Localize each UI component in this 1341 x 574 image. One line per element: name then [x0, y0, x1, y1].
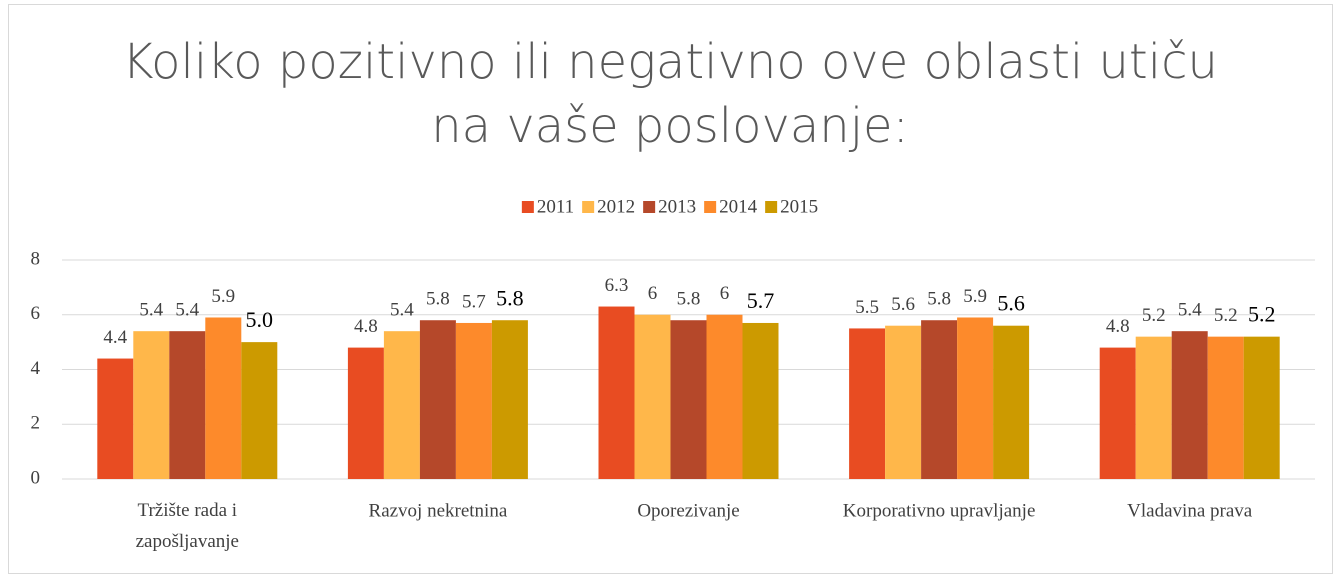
data-label: 5.9 [963, 286, 987, 307]
data-label: 5.6 [891, 294, 915, 315]
bar [205, 317, 242, 479]
x-tick-label: Vladavina prava [1127, 500, 1253, 521]
data-label: 5.0 [246, 307, 274, 332]
bar [419, 320, 456, 479]
data-label: 4.8 [354, 316, 378, 337]
legend: 2011 2012 2013 2014 2015 [521, 196, 818, 217]
bar [383, 331, 420, 479]
data-label: 5.7 [747, 288, 775, 313]
bar [993, 325, 1030, 479]
bar [742, 322, 779, 479]
bar [634, 314, 671, 479]
data-label: 5.2 [1142, 305, 1166, 326]
bar [491, 320, 528, 479]
legend-label: 2014 [719, 196, 758, 217]
legend-swatch [521, 201, 534, 213]
data-label: 5.5 [855, 297, 879, 318]
legend-swatch [643, 201, 656, 213]
bar [1207, 336, 1244, 479]
y-tick-label: 6 [31, 303, 41, 324]
data-label: 4.8 [1106, 316, 1130, 337]
y-tick-label: 4 [31, 358, 41, 379]
data-label: 5.4 [1178, 300, 1202, 321]
bar [97, 358, 134, 479]
data-label: 4.4 [103, 327, 127, 348]
bar [849, 328, 886, 479]
data-label: 6 [720, 283, 730, 304]
data-label: 5.9 [211, 286, 235, 307]
bar [133, 331, 170, 479]
data-label: 5.7 [462, 291, 486, 312]
legend-label: 2012 [597, 196, 635, 217]
data-label: 5.8 [496, 285, 524, 310]
legend-label: 2015 [780, 196, 818, 217]
data-label: 5.8 [677, 289, 701, 310]
bar [957, 317, 994, 479]
bar [670, 320, 707, 479]
bar [598, 306, 635, 479]
x-tick-label: Razvoj nekretnina [369, 500, 508, 521]
bar [1171, 331, 1208, 479]
data-label: 5.4 [175, 300, 199, 321]
data-label: 5.2 [1248, 302, 1276, 327]
legend-label: 2013 [658, 196, 696, 217]
bar [241, 342, 278, 479]
data-label: 6 [648, 283, 658, 304]
x-tick-label: Tržište rada i zapošljavanje [136, 500, 239, 552]
bar [1099, 347, 1136, 479]
legend-swatch [582, 201, 595, 213]
bar [706, 314, 743, 479]
legend-swatch [704, 201, 717, 213]
data-label: 5.4 [390, 300, 414, 321]
y-tick-label: 0 [31, 467, 41, 488]
legend-label: 2011 [537, 196, 574, 217]
x-tick-label: Oporezivanje [637, 500, 739, 521]
data-label: 5.8 [426, 289, 450, 310]
bar [347, 347, 384, 479]
data-label: 5.8 [927, 289, 951, 310]
x-tick-label: Korporativno upravljanje [843, 500, 1036, 521]
bar [169, 331, 206, 479]
bar [885, 325, 922, 479]
bar [1135, 336, 1172, 479]
chart-title: Koliko pozitivno ili negativno ove oblas… [122, 34, 1218, 154]
bar [455, 322, 492, 479]
data-label: 5.6 [997, 291, 1025, 316]
data-label: 5.4 [139, 300, 163, 321]
y-tick-label: 8 [31, 248, 41, 269]
y-tick-label: 2 [31, 413, 41, 434]
bar [921, 320, 958, 479]
legend-swatch [765, 201, 778, 213]
data-label: 5.2 [1214, 305, 1238, 326]
bar [1243, 336, 1280, 479]
data-label: 6.3 [605, 275, 629, 296]
